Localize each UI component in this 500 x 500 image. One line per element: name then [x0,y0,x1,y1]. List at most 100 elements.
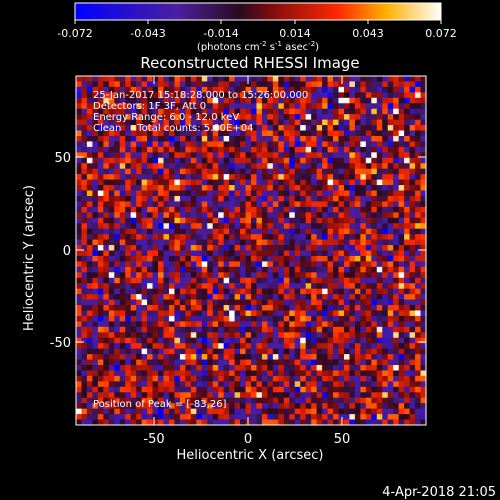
heatmap-cell [365,179,372,186]
heatmap-cell [240,294,246,300]
heatmap-cell [305,326,312,333]
heatmap-cell [158,195,164,202]
heatmap-cell [86,239,93,246]
heatmap-cell [81,119,88,126]
heatmap-cell [316,201,323,208]
heatmap-cell [404,185,410,191]
heatmap-cell [371,370,378,377]
heatmap-cell [103,125,110,131]
heatmap-cell [240,277,246,284]
heatmap-cell [179,272,186,279]
heatmap-cell [185,97,192,104]
heatmap-cell [185,168,192,175]
heatmap-cell [108,212,115,219]
heatmap-cell [404,294,410,300]
heatmap-cell [382,146,389,153]
heatmap-cell [185,146,192,153]
heatmap-cell [147,250,153,257]
heatmap-cell [404,108,410,115]
heatmap-cell [229,201,235,208]
heatmap-cell [125,103,131,110]
heatmap-cell [168,179,175,186]
heatmap-cell [393,245,399,251]
heatmap-cell [174,103,181,110]
heatmap-cell [267,103,274,110]
heatmap-cell [327,386,334,393]
heatmap-cell [294,119,301,126]
heatmap-cell [92,370,99,377]
heatmap-cell [283,315,290,322]
heatmap-cell [76,255,82,262]
heatmap-cell [86,299,93,306]
heatmap-cell [125,315,131,322]
heatmap-cell [174,195,181,202]
heatmap-cell [190,354,197,360]
heatmap-cell [305,157,312,164]
heatmap-cell [76,277,82,284]
heatmap-cell [305,381,312,388]
heatmap-cell [256,114,263,120]
heatmap-cell [278,206,285,213]
heatmap-cell [404,381,410,388]
heatmap-cell [92,190,99,197]
heatmap-cell [108,179,115,186]
heatmap-cell [305,223,312,229]
heatmap-cell [218,354,224,360]
heatmap-cell [365,190,372,197]
heatmap-cell [240,419,246,426]
heatmap-cell [376,337,383,344]
heatmap-cell [168,114,175,120]
heatmap-cell [141,370,148,377]
heatmap-cell [322,386,328,393]
heatmap-cell [371,92,378,99]
heatmap-cell [327,255,334,262]
heatmap-cell [387,250,394,257]
heatmap-cell [86,343,93,349]
heatmap-cell [223,381,230,388]
heatmap-cell [267,272,274,279]
heatmap-cell [283,414,290,420]
heatmap-cell [354,114,361,120]
heatmap-cell [163,97,170,104]
heatmap-cell [354,81,361,88]
heatmap-cell [343,92,350,99]
heatmap-cell [387,266,394,273]
heatmap-cell [103,403,110,409]
heatmap-cell [152,403,159,409]
heatmap-cell [316,392,323,399]
heatmap-cell [240,310,246,317]
heatmap-cell [179,343,186,349]
heatmap-cell [322,223,328,229]
heatmap-cell [81,359,88,366]
heatmap-cell [152,266,159,273]
heatmap-cell [294,157,301,164]
heatmap-cell [240,392,246,399]
heatmap-cell [147,239,153,246]
heatmap-cell [163,206,170,213]
heatmap-cell [136,310,142,317]
heatmap-cell [130,152,137,159]
heatmap-cell [409,288,416,295]
heatmap-cell [294,135,301,142]
heatmap-cell [212,130,219,137]
heatmap-cell [229,163,235,169]
heatmap-cell [147,157,153,164]
heatmap-cell [289,294,296,300]
heatmap-cell [409,386,416,393]
heatmap-cell [272,337,279,344]
heatmap-cell [141,234,148,240]
heatmap-cell [338,305,345,311]
heatmap-cell [376,250,383,257]
heatmap-cell [229,212,235,219]
heatmap-cell [371,305,378,311]
heatmap-cell [283,299,290,306]
heatmap-cell [256,365,263,371]
heatmap-cell [251,174,257,180]
heatmap-cell [387,397,394,404]
heatmap-cell [190,277,197,284]
heatmap-cell [158,97,164,104]
heatmap-cell [81,397,88,404]
heatmap-cell [201,168,208,175]
heatmap-cell [185,315,192,322]
heatmap-cell [272,92,279,99]
